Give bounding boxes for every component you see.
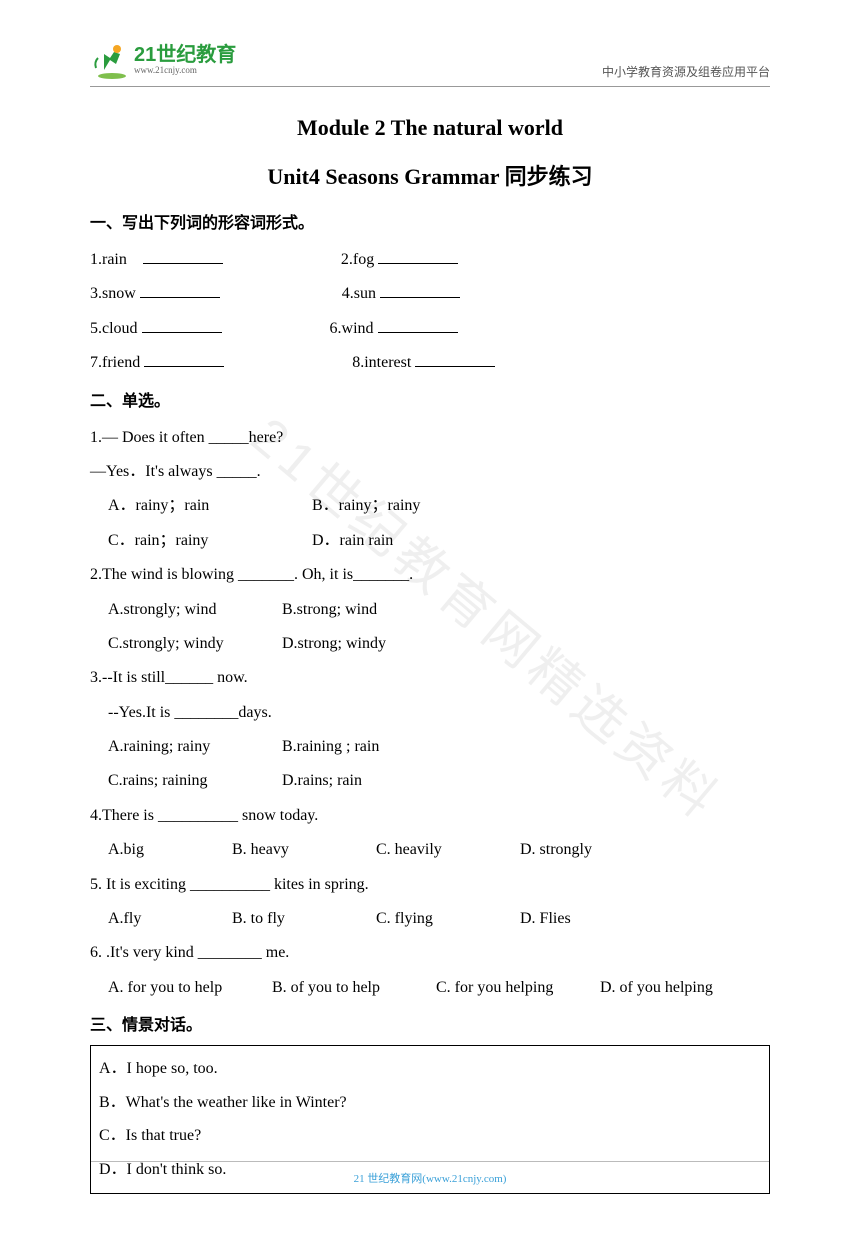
q4-a[interactable]: A.big bbox=[108, 833, 228, 867]
s1-i2: 2.fog bbox=[341, 251, 374, 268]
q6-opts: A. for you to help B. of you to help C. … bbox=[90, 971, 770, 1005]
s1-i4: 4.sun bbox=[342, 285, 376, 302]
q1-a[interactable]: A．rainy；rain bbox=[108, 489, 308, 523]
q5-c[interactable]: C. flying bbox=[376, 902, 516, 936]
q6-b[interactable]: B. of you to help bbox=[272, 971, 432, 1005]
s1-i3: 3.snow bbox=[90, 285, 136, 302]
blank[interactable] bbox=[142, 317, 222, 333]
q1-c[interactable]: C．rain；rainy bbox=[108, 524, 308, 558]
q5-opts: A.fly B. to fly C. flying D. Flies bbox=[90, 902, 770, 936]
q1-d[interactable]: D．rain rain bbox=[312, 524, 393, 558]
q6-c[interactable]: C. for you helping bbox=[436, 971, 596, 1005]
q3-opts1: A.raining; rainy B.raining ; rain bbox=[90, 730, 770, 764]
q6-d[interactable]: D. of you helping bbox=[600, 971, 713, 1005]
logo-text-main: 21世纪教育 bbox=[134, 45, 236, 65]
q3-d[interactable]: D.rains; rain bbox=[282, 764, 362, 798]
s1-i7: 7.friend bbox=[90, 354, 140, 371]
q1-opts1: A．rainy；rain B．rainy；rainy bbox=[90, 489, 770, 523]
blank[interactable] bbox=[380, 282, 460, 298]
dialog-b: B．What's the weather like in Winter? bbox=[99, 1086, 761, 1120]
q5-a[interactable]: A.fly bbox=[108, 902, 228, 936]
q5-l1: 5. It is exciting __________ kites in sp… bbox=[90, 868, 770, 902]
header: 21世纪教育 www.21cnjy.com 中小学教育资源及组卷应用平台 bbox=[90, 40, 770, 87]
page: 21世纪教育 www.21cnjy.com 中小学教育资源及组卷应用平台 Mod… bbox=[0, 0, 860, 1234]
s1-row2: 3.snow 4.sun bbox=[90, 277, 770, 311]
q3-c[interactable]: C.rains; raining bbox=[108, 764, 278, 798]
s1-i1: 1.rain bbox=[90, 251, 127, 268]
blank[interactable] bbox=[378, 248, 458, 264]
blank[interactable] bbox=[143, 248, 223, 264]
blank[interactable] bbox=[415, 351, 495, 367]
q1-l1: 1.— Does it often _____here? bbox=[90, 421, 770, 455]
s1-row1: 1.rain 2.fog bbox=[90, 243, 770, 277]
q1-l2: —Yes．It's always _____. bbox=[90, 455, 770, 489]
s1-i8: 8.interest bbox=[352, 354, 411, 371]
section1-head: 一、写出下列词的形容词形式。 bbox=[90, 209, 770, 233]
s1-row3: 5.cloud 6.wind bbox=[90, 312, 770, 346]
s1-row4: 7.friend 8.interest bbox=[90, 346, 770, 380]
logo-runner-icon bbox=[90, 40, 130, 80]
q1-b[interactable]: B．rainy；rainy bbox=[312, 489, 420, 523]
section2-head: 二、单选。 bbox=[90, 387, 770, 411]
s1-i5: 5.cloud bbox=[90, 320, 138, 337]
dialog-c: C．Is that true? bbox=[99, 1119, 761, 1153]
q3-l2: --Yes.It is ________days. bbox=[90, 696, 770, 730]
q5-b[interactable]: B. to fly bbox=[232, 902, 372, 936]
logo: 21世纪教育 www.21cnjy.com bbox=[90, 40, 236, 80]
q6-l1: 6. .It's very kind ________ me. bbox=[90, 936, 770, 970]
q1-opts2: C．rain；rainy D．rain rain bbox=[90, 524, 770, 558]
q3-opts2: C.rains; raining D.rains; rain bbox=[90, 764, 770, 798]
dialog-d: D．I don't think so. bbox=[99, 1153, 761, 1187]
q4-d[interactable]: D. strongly bbox=[520, 833, 592, 867]
section3-head: 三、情景对话。 bbox=[90, 1011, 770, 1035]
q3-a[interactable]: A.raining; rainy bbox=[108, 730, 278, 764]
blank[interactable] bbox=[378, 317, 458, 333]
q2-opts1: A.strongly; wind B.strong; wind bbox=[90, 593, 770, 627]
s1-i6: 6.wind bbox=[330, 320, 374, 337]
q4-b[interactable]: B. heavy bbox=[232, 833, 372, 867]
header-right-text: 中小学教育资源及组卷应用平台 bbox=[602, 63, 770, 80]
q2-b[interactable]: B.strong; wind bbox=[282, 593, 377, 627]
q2-a[interactable]: A.strongly; wind bbox=[108, 593, 278, 627]
q3-l1: 3.--It is still______ now. bbox=[90, 661, 770, 695]
q5-d[interactable]: D. Flies bbox=[520, 902, 571, 936]
q3-b[interactable]: B.raining ; rain bbox=[282, 730, 379, 764]
dialog-a: A．I hope so, too. bbox=[99, 1052, 761, 1086]
q2-d[interactable]: D.strong; windy bbox=[282, 627, 386, 661]
module-title: Module 2 The natural world bbox=[90, 115, 770, 141]
q2-l1: 2.The wind is blowing _______. Oh, it is… bbox=[90, 558, 770, 592]
blank[interactable] bbox=[140, 282, 220, 298]
q2-opts2: C.strongly; windy D.strong; windy bbox=[90, 627, 770, 661]
blank[interactable] bbox=[144, 351, 224, 367]
unit-title: Unit4 Seasons Grammar 同步练习 bbox=[90, 159, 770, 191]
q4-opts: A.big B. heavy C. heavily D. strongly bbox=[90, 833, 770, 867]
dialog-box: A．I hope so, too. B．What's the weather l… bbox=[90, 1045, 770, 1193]
logo-text-sub: www.21cnjy.com bbox=[134, 65, 236, 76]
q4-l1: 4.There is __________ snow today. bbox=[90, 799, 770, 833]
q2-c[interactable]: C.strongly; windy bbox=[108, 627, 278, 661]
q6-a[interactable]: A. for you to help bbox=[108, 971, 268, 1005]
q4-c[interactable]: C. heavily bbox=[376, 833, 516, 867]
